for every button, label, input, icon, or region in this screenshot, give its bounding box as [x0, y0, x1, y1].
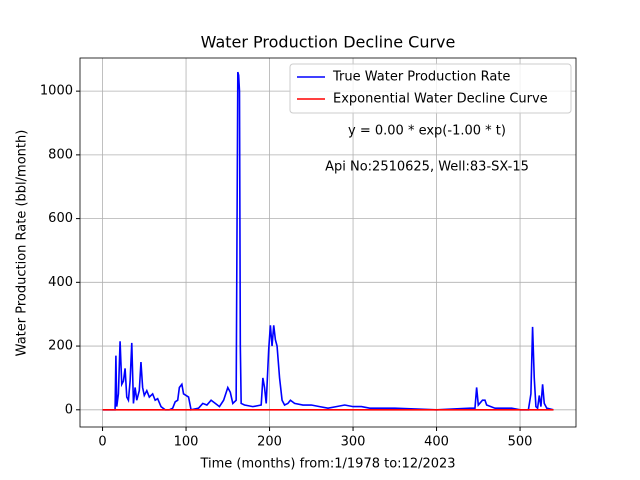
y-tick-label: 1000: [40, 84, 73, 99]
y-tick-label: 400: [48, 275, 73, 290]
y-axis-label: Water Production Rate (bbl/month): [15, 130, 30, 357]
x-tick-label: 500: [508, 435, 533, 450]
legend-box: [289, 63, 572, 114]
y-tick-label: 200: [48, 339, 73, 354]
annotation: y = 0.00 * exp(-1.00 * t): [348, 124, 506, 139]
chart-title: Water Production Decline Curve: [201, 33, 456, 52]
y-tick-label: 0: [65, 402, 73, 417]
legend-label: Exponential Water Decline Curve: [333, 92, 548, 107]
x-tick-label: 300: [341, 435, 366, 450]
x-tick-label: 100: [174, 435, 199, 450]
y-tick-label: 600: [48, 211, 73, 226]
y-tick-label: 800: [48, 147, 73, 162]
x-tick-label: 200: [257, 435, 282, 450]
annotation: Api No:2510625, Well:83-SX-15: [325, 160, 529, 175]
x-tick-label: 0: [98, 435, 106, 450]
plot-frame: [79, 57, 577, 428]
x-tick-label: 400: [424, 435, 449, 450]
data-line: [102, 71, 554, 411]
x-axis-label: Time (months) from:1/1978 to:12/2023: [199, 457, 455, 472]
legend-label: True Water Production Rate: [332, 70, 510, 85]
